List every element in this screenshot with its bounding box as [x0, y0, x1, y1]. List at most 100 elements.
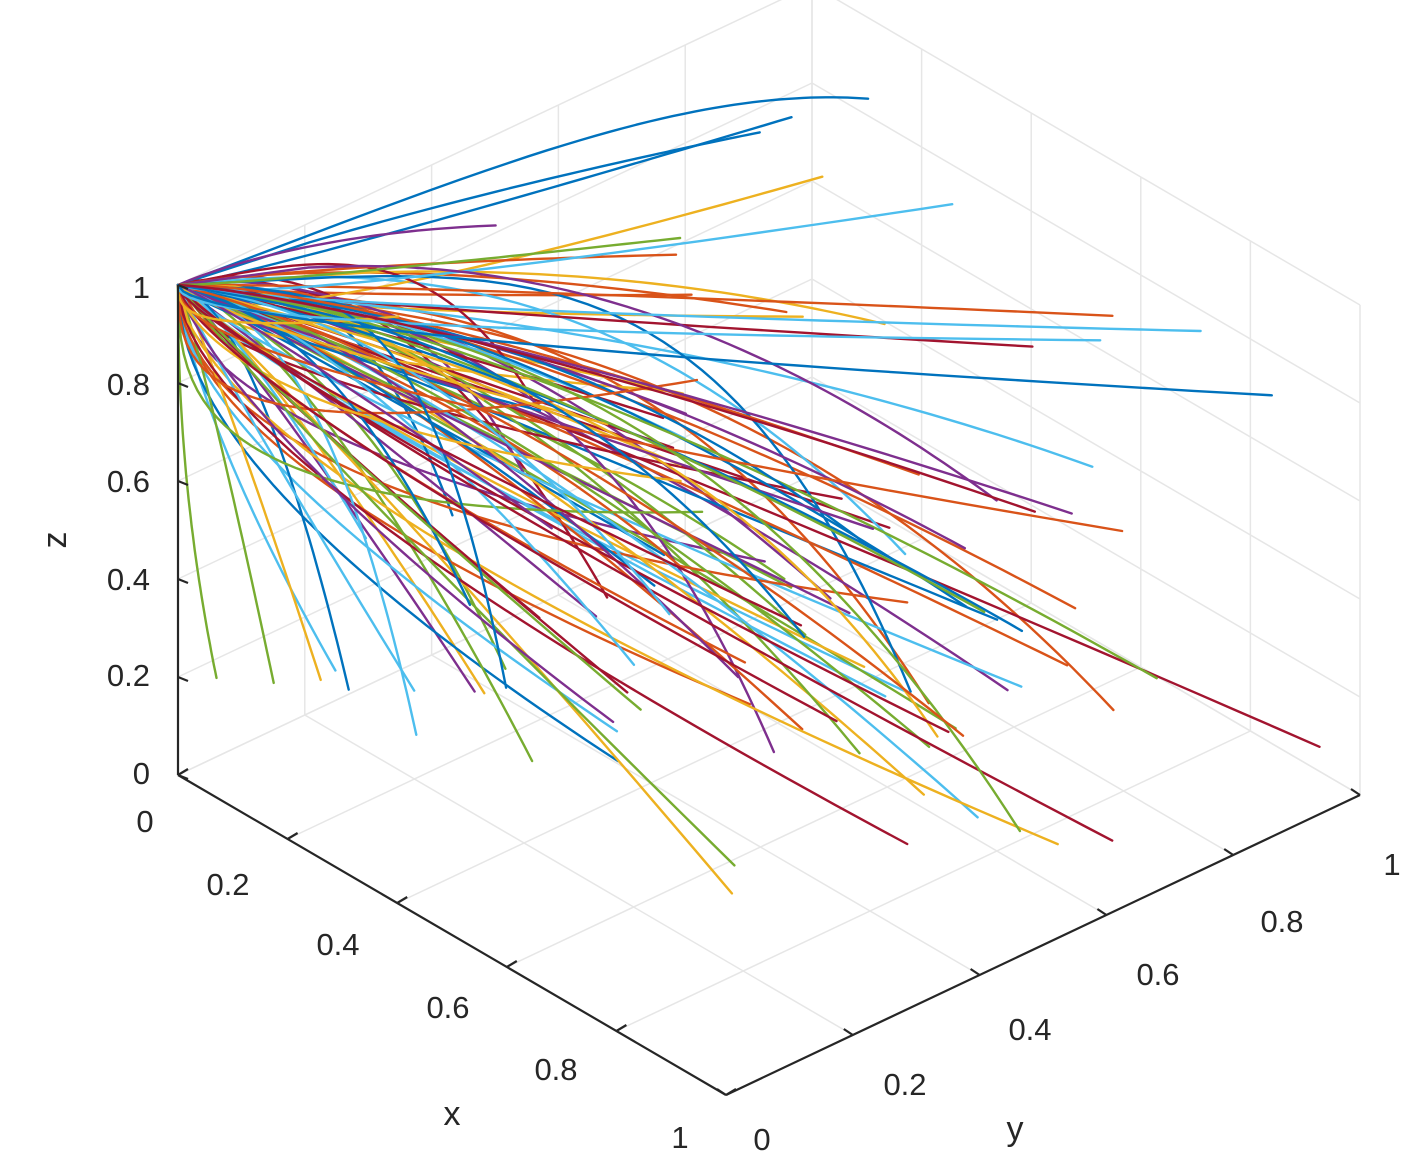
z-tick	[177, 283, 189, 291]
trajectory-line	[176, 96, 870, 287]
trajectory-line	[176, 283, 400, 325]
y-tick	[1096, 908, 1108, 916]
grid-line	[811, 278, 1361, 600]
trajectory-line	[176, 283, 776, 754]
grid-line	[811, 82, 1361, 404]
x-tick	[506, 960, 518, 968]
y-tick-labels: 0 0.2 0.4 0.6 0.8 1	[753, 847, 1400, 1157]
z-tick-label-0: 0	[133, 756, 150, 791]
x-tick	[725, 1088, 737, 1096]
trajectory-line	[176, 283, 806, 638]
trajectory-line	[176, 270, 886, 326]
x-axis-line	[177, 774, 727, 1096]
grid-line	[506, 666, 1142, 968]
trajectory-line	[176, 283, 615, 724]
trajectory-line	[176, 283, 1059, 846]
y-tick-label-1: 1	[1383, 847, 1400, 882]
trajectory-line	[176, 283, 950, 734]
x-tick	[177, 768, 189, 776]
trajectory-line	[176, 283, 1102, 342]
grid-line	[177, 0, 783, 286]
z-axis-label: z	[36, 532, 74, 549]
y-tick	[716, 1088, 727, 1096]
trajectory-line	[176, 283, 838, 723]
trajectory-line	[176, 283, 931, 748]
grid-line	[304, 714, 854, 1036]
trajectory-line	[176, 274, 912, 693]
x-axis-label: x	[444, 1095, 461, 1133]
grid-line	[431, 654, 980, 976]
x-tick-label-0.6: 0.6	[426, 990, 469, 1025]
y-tick	[843, 1028, 854, 1036]
z-tick	[177, 479, 189, 487]
trajectory-line	[176, 283, 1124, 533]
trajectory-line	[176, 283, 553, 530]
trajectory-line	[176, 283, 1114, 317]
trajectory-line	[176, 283, 1158, 680]
y-tick	[969, 968, 981, 976]
trajectory-line	[176, 283, 1037, 513]
trajectory-line	[176, 283, 508, 689]
trajectory-line	[176, 131, 761, 287]
grid-line	[558, 594, 1107, 916]
x-tick-label-0: 0	[136, 804, 153, 839]
y-tick	[1223, 848, 1234, 856]
trajectory-line	[176, 283, 979, 819]
trajectory-line	[176, 283, 1094, 468]
grid-line	[616, 730, 1251, 1032]
trajectory-line	[176, 283, 1023, 688]
z-tick-labels: 0 0.2 0.4 0.6 0.8 1	[107, 270, 150, 791]
trajectory-line	[176, 283, 507, 670]
trajectory-line	[176, 275, 907, 556]
y-axis-line	[725, 794, 1361, 1096]
grid-line	[811, 376, 1361, 698]
y-tick	[1350, 788, 1361, 796]
z-tick	[177, 381, 189, 389]
x-tick	[396, 896, 408, 904]
trajectory-line	[176, 283, 871, 548]
z-tick	[177, 773, 189, 781]
y-tick-label-0.2: 0.2	[883, 1067, 926, 1102]
grid-line	[836, 0, 1361, 306]
trajectory-line	[176, 224, 497, 287]
trajectory-line	[176, 283, 337, 672]
trajectory-line	[176, 283, 740, 679]
trajectory-line	[176, 283, 965, 737]
grid-line	[684, 534, 1234, 856]
y-tick-label-0: 0	[753, 1122, 770, 1157]
x-tick-labels: 0 0.2 0.4 0.6 0.8 1	[136, 804, 688, 1155]
trajectory-line	[176, 283, 1022, 833]
x-tick	[287, 832, 299, 840]
grid-line	[811, 474, 1361, 796]
z-tick-label-0.4: 0.4	[107, 562, 150, 597]
x-tick-label-0.8: 0.8	[534, 1052, 577, 1087]
z-tick-label-0.8: 0.8	[107, 367, 150, 402]
trajectory-line	[176, 283, 636, 666]
trajectory-line	[176, 283, 1024, 633]
trajectory-line	[176, 253, 678, 287]
y-tick-label-0.8: 0.8	[1260, 904, 1303, 939]
x-tick	[615, 1024, 627, 1032]
trajectory-line	[176, 283, 986, 614]
grid-line	[177, 474, 813, 776]
trajectory-line	[176, 236, 682, 287]
trajectory-line	[176, 283, 682, 483]
trajectory-line	[176, 283, 619, 733]
y-tick-label-0.4: 0.4	[1008, 1012, 1051, 1047]
trajectory-line	[176, 115, 793, 287]
x-tick-label-0.2: 0.2	[206, 867, 249, 902]
trajectory-series	[176, 96, 1321, 895]
trajectory-line	[176, 283, 704, 514]
x-tick-label-0.4: 0.4	[316, 927, 359, 962]
y-axis-label: y	[1007, 1110, 1024, 1148]
z-tick-label-0.2: 0.2	[107, 658, 150, 693]
trajectory-line	[176, 283, 472, 607]
axes	[176, 283, 1361, 1096]
trajectory-line	[176, 283, 939, 738]
trajectory-line	[176, 264, 998, 502]
x-tick-label-1: 1	[671, 1120, 688, 1155]
z-tick-label-0.6: 0.6	[107, 464, 150, 499]
grid-line	[396, 602, 1032, 904]
z-tick-label-1: 1	[133, 270, 150, 305]
